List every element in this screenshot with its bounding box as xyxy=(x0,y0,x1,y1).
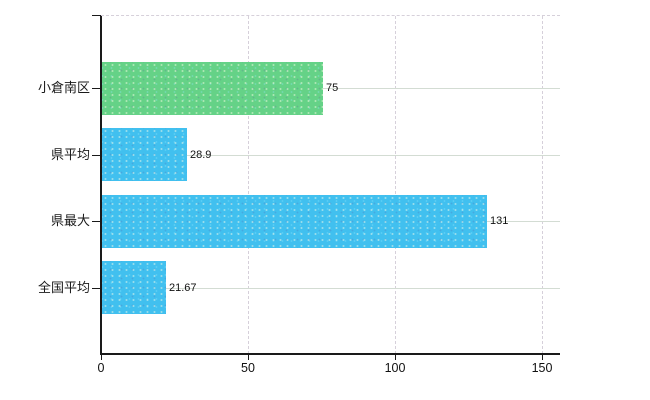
category-gridline xyxy=(101,155,560,156)
x-tick-label: 100 xyxy=(384,361,406,375)
category-gridline xyxy=(101,88,560,89)
x-tick-label: 0 xyxy=(97,361,105,375)
bar xyxy=(102,195,487,248)
y-axis-tick xyxy=(92,155,101,156)
x-axis-tick xyxy=(248,354,249,360)
y-axis-line xyxy=(100,16,102,355)
bar-value-label: 131 xyxy=(490,215,509,227)
vertical-gridline xyxy=(395,16,396,354)
bar-value-label: 21.67 xyxy=(169,282,197,294)
bar xyxy=(102,261,166,314)
x-axis-line xyxy=(100,353,560,355)
x-axis-tick xyxy=(395,354,396,360)
plot-top-border xyxy=(101,15,560,16)
vertical-gridline xyxy=(542,16,543,354)
y-axis-top-tick xyxy=(92,15,101,16)
bar xyxy=(102,62,323,115)
y-axis-tick xyxy=(92,288,101,289)
x-axis-tick xyxy=(101,354,102,360)
x-axis-tick xyxy=(542,354,543,360)
category-gridline xyxy=(101,288,560,289)
y-axis-tick xyxy=(92,88,101,89)
x-tick-label: 150 xyxy=(531,361,553,375)
y-axis-tick xyxy=(92,221,101,222)
category-label: 全国平均 xyxy=(37,280,90,295)
bar xyxy=(102,128,187,181)
vertical-gridline xyxy=(248,16,249,354)
bar-value-label: 28.9 xyxy=(190,149,212,161)
bar-value-label: 75 xyxy=(326,82,339,94)
category-label: 小倉南区 xyxy=(37,80,90,95)
x-tick-label: 50 xyxy=(241,361,255,375)
category-label: 県最大 xyxy=(50,213,90,228)
category-label: 県平均 xyxy=(50,147,90,162)
